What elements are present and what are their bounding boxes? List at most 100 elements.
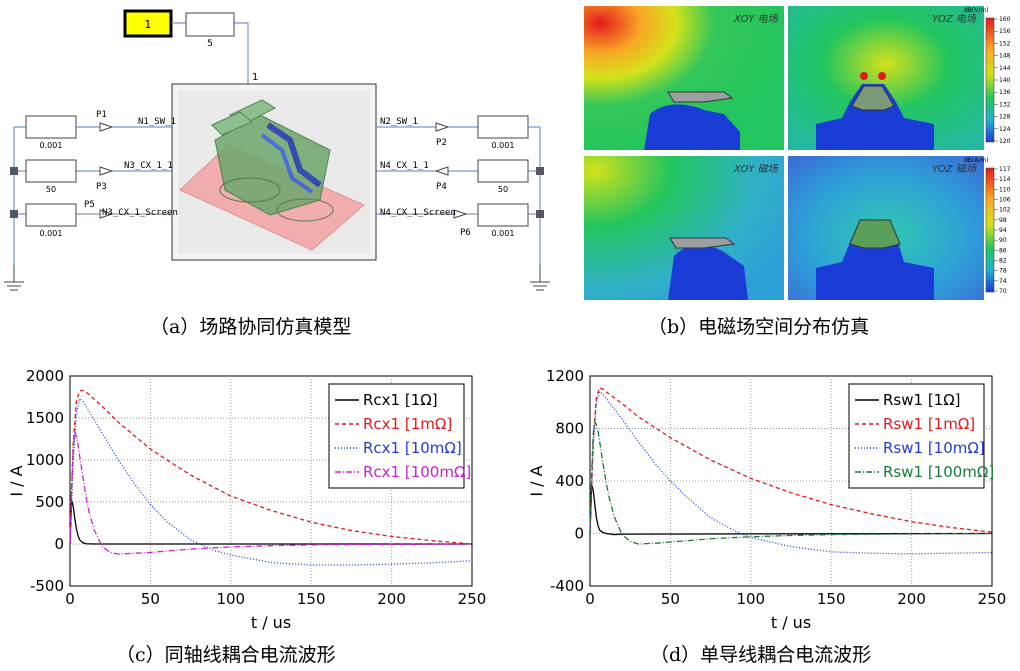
left-net-2: N3_CX_1_1 (124, 161, 173, 171)
port-arrow-p6 (453, 209, 468, 219)
legend-entry: Rsw1 [100mΩ] (883, 463, 994, 481)
series-line-2 (589, 386, 993, 534)
h-colorbar-tick-label: 74 (999, 278, 1007, 285)
e-colorbar-tick-label: 140 (999, 77, 1011, 84)
series-line-4 (69, 430, 473, 555)
left-port-1: P1 (96, 110, 107, 120)
caption-b: （b）电磁场空间分布仿真 (648, 316, 870, 338)
ground-left-icon (4, 265, 24, 291)
y-tick-label: 0 (574, 525, 584, 543)
y-tick-label: 800 (555, 420, 584, 438)
right-value-2: 50 (498, 185, 508, 194)
e-colorbar-tick-label: 136 (999, 89, 1011, 96)
left-res-2[interactable] (25, 159, 77, 183)
h-colorbar-tick-label: 90 (999, 237, 1007, 244)
e-colorbar-ticks: 160 156 152 148 144 140 136 132 128 124 120 (994, 16, 1011, 145)
e-colorbar-tick-label: 148 (999, 53, 1011, 60)
left-res-1[interactable] (25, 115, 77, 139)
h-colorbar-tick-label: 106 (999, 197, 1011, 204)
y-tick-label: 2000 (26, 367, 64, 385)
x-tick-label: 100 (736, 590, 765, 608)
y-tick-label: 1200 (546, 367, 584, 385)
port-arrow-p5 (99, 209, 114, 219)
left-port-2: P3 (96, 182, 107, 192)
circuit-schematic: 1 5 1 0.001 5 (4, 9, 550, 291)
x-tick-label: 250 (978, 590, 1007, 608)
panel-label-yoz-h: YOZ 磁场 (932, 163, 977, 175)
right-res-3[interactable] (477, 203, 529, 227)
left-value-1: 0.001 (40, 141, 63, 150)
left-net-3: N3_CX_1_Screen (102, 208, 178, 218)
left-value-2: 50 (46, 185, 56, 194)
legend-entry: Rsw1 [1Ω] (883, 391, 961, 409)
caption-a: （a）场路协同仿真模型 (150, 316, 352, 338)
left-res-3[interactable] (25, 203, 77, 227)
x-tick-label: 50 (661, 590, 680, 608)
y-tick-label: 0 (54, 535, 64, 553)
h-colorbar-tick-label: 78 (999, 268, 1007, 275)
h-colorbar-tick-label: 117 (999, 166, 1011, 173)
x-tick-label: 200 (897, 590, 926, 608)
h-colorbar-tick-label: 86 (999, 247, 1007, 254)
legend-entry: Rsw1 [10mΩ] (883, 439, 985, 457)
x-tick-label: 100 (216, 590, 245, 608)
right-port-1: P2 (436, 138, 447, 148)
y-tick-label: -500 (30, 577, 64, 595)
h-colorbar-ticks: 117 114 110 106 102 98 94 90 86 82 78 74 70 (994, 166, 1011, 295)
x-axis-label: t / us (771, 613, 811, 632)
panel-label-xoy-h: XOY 磁场 (733, 163, 779, 175)
h-colorbar-tick-label: 98 (999, 217, 1007, 224)
port-top-label: 1 (252, 72, 258, 83)
legend-entry: Rcx1 [10mΩ] (363, 439, 462, 457)
right-port-3: P6 (460, 228, 471, 238)
legend-box (848, 383, 985, 489)
y-tick-label: 400 (555, 472, 584, 490)
port-arrow-p1 (99, 122, 114, 132)
ground-right-icon (530, 265, 550, 291)
x-axis-label: t / us (251, 613, 291, 632)
top-block-value: 5 (207, 39, 213, 49)
source-block[interactable] (123, 9, 173, 38)
e-colorbar-tick-label: 132 (999, 101, 1011, 108)
h-colorbar-tick-label: 82 (999, 258, 1007, 265)
e-colorbar-tick-label: 144 (999, 65, 1011, 72)
legend-entry: Rcx1 [1mΩ] (363, 415, 452, 433)
legend-entry: Rcx1 [1Ω] (363, 391, 438, 409)
series-line-3 (589, 390, 993, 555)
right-net-2: N4_CX_1_1 (380, 161, 429, 171)
series-line-1 (589, 484, 993, 536)
e-colorbar-tick-label: 128 (999, 114, 1011, 121)
series-line-1 (69, 500, 472, 545)
x-tick-label: 50 (141, 590, 160, 608)
left-net-1: N1_SW_1 (138, 117, 176, 127)
right-res-2[interactable] (477, 159, 529, 183)
series-line-2 (69, 389, 473, 545)
e-unit-label: dB(V/m) (964, 7, 989, 14)
legend-entry: Rsw1 [1mΩ] (883, 415, 975, 433)
y-tick-label: 500 (35, 493, 64, 511)
y-tick-label: -400 (550, 577, 584, 595)
left-port-3: P5 (84, 200, 95, 210)
h-colorbar-tick-label: 114 (999, 176, 1011, 183)
right-res-1[interactable] (477, 115, 529, 139)
port-arrow-p4 (434, 166, 449, 176)
chart-d: 0 50 100 150 200 250 -400 0 400 800 1200 t / us I / … (520, 356, 1020, 636)
robot-model (211, 99, 334, 222)
top-block[interactable] (185, 12, 235, 37)
series-line-4 (589, 420, 993, 545)
series-line-3 (69, 397, 473, 566)
h-colorbar-tick-label: 70 (999, 288, 1007, 295)
h-unit-label: dB(A/m) (964, 157, 989, 164)
h-colorbar-tick-label: 94 (999, 227, 1007, 234)
e-colorbar-tick-label: 124 (999, 126, 1011, 133)
port-arrow-p3 (99, 166, 114, 176)
h-colorbar-tick-label: 110 (999, 186, 1011, 193)
y-tick-label: 1000 (26, 451, 64, 469)
e-colorbar-tick-label: 156 (999, 28, 1011, 35)
chart-c: 0 50 100 150 200 250 -500 0 500 1000 1500 2000 t / u… (0, 356, 500, 636)
left-value-3: 0.001 (40, 229, 63, 238)
right-port-2: P4 (436, 182, 447, 192)
right-value-3: 0.001 (492, 229, 515, 238)
caption-d: （d）单导线耦合电流波形 (650, 644, 872, 666)
source-value: 1 (145, 18, 152, 31)
